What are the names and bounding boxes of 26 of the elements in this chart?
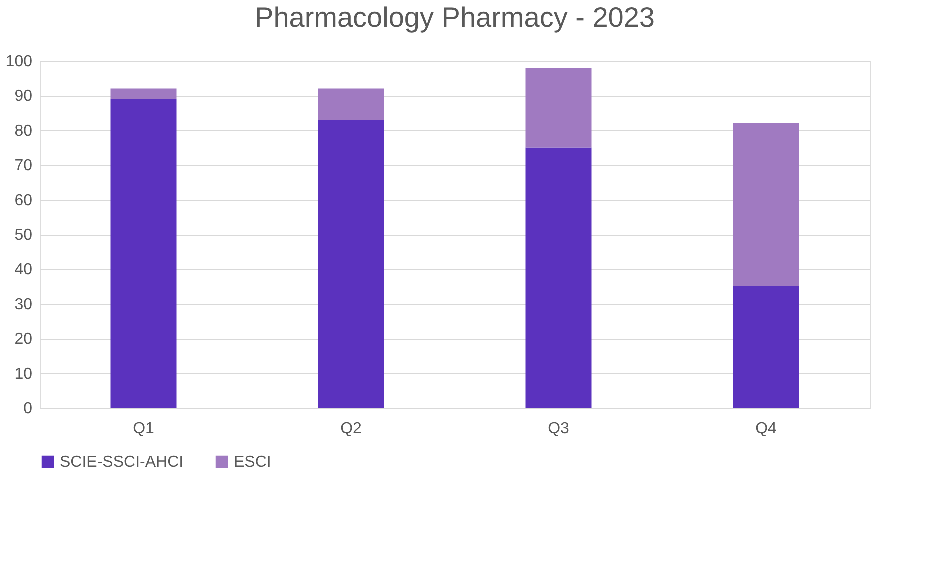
x-tick-label: Q3 [548, 420, 570, 438]
chart-title: Pharmacology Pharmacy - 2023 [255, 2, 655, 33]
y-tick-label: 40 [14, 262, 33, 279]
y-tick-label: 50 [14, 227, 33, 244]
y-tick-label: 60 [14, 192, 33, 210]
bar [733, 286, 800, 408]
y-tick-label: 80 [14, 122, 33, 140]
legend-label: ESCI [234, 454, 272, 471]
y-tick-label: 30 [14, 296, 33, 314]
bar [526, 148, 592, 408]
y-tick-label: 10 [14, 366, 33, 383]
y-tick-label: 0 [24, 400, 33, 418]
y-tick-label: 20 [14, 331, 33, 348]
y-tick-label: 90 [14, 88, 33, 106]
bar [318, 120, 384, 408]
x-tick-label: Q2 [340, 420, 362, 438]
bar [110, 88, 177, 100]
y-tick-label: 70 [14, 158, 33, 175]
legend-label: SCIE-SSCI-AHCI [60, 454, 184, 471]
bar [733, 123, 800, 287]
y-tick-label: 100 [6, 54, 33, 70]
x-tick-label: Q4 [756, 420, 778, 438]
bar [526, 68, 592, 148]
x-tick-label: Q1 [133, 420, 155, 438]
bar [318, 88, 384, 120]
bar [110, 99, 177, 408]
